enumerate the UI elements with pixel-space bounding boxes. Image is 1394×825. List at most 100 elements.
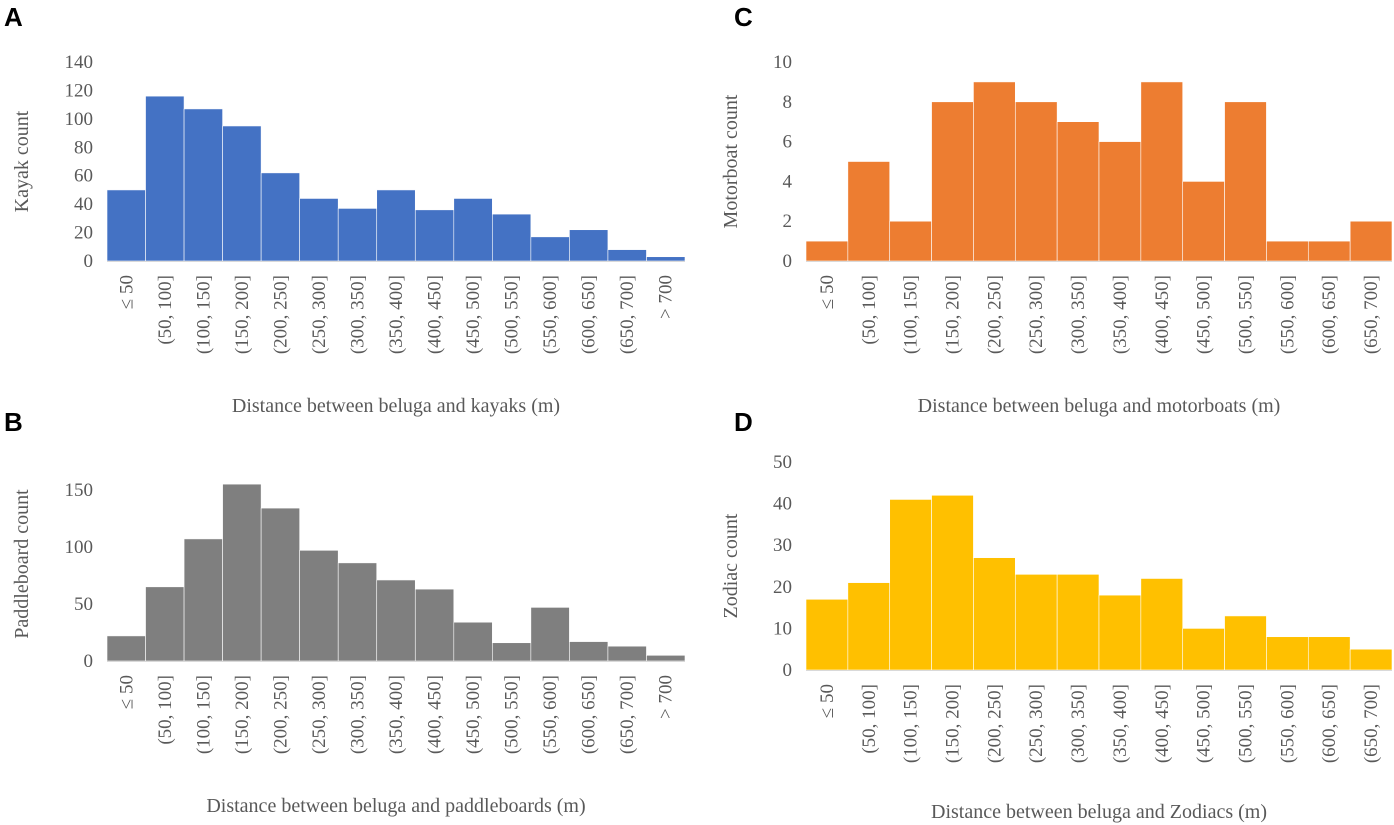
x-tick-label: (400, 450] <box>425 275 446 354</box>
bar <box>1349 648 1393 671</box>
x-tick-label: (500, 550] <box>1236 684 1257 763</box>
y-tick-label: 60 <box>74 166 93 187</box>
x-tick-label: (100, 150] <box>193 275 214 354</box>
x-tick-label: (200, 250] <box>270 275 291 354</box>
x-tick-label: (350, 400] <box>386 275 407 354</box>
y-tick-label: 150 <box>65 480 94 501</box>
y-axis-label: Zodiac count <box>720 513 742 618</box>
bar <box>646 654 686 662</box>
x-tick-label: (350, 400] <box>1110 684 1131 763</box>
x-tick-label: (550, 600] <box>1277 275 1298 354</box>
x-tick-label: (200, 250] <box>270 675 291 754</box>
bar <box>337 208 378 262</box>
panel-label-d: D <box>734 407 753 437</box>
bar <box>1307 636 1351 671</box>
bar <box>414 209 455 262</box>
x-axis-label: Distance between beluga and motorboats (… <box>918 395 1281 417</box>
x-tick-label: (150, 200] <box>943 684 964 763</box>
bar <box>299 198 339 262</box>
y-tick-label: 0 <box>783 660 793 681</box>
x-tick-label: (200, 250] <box>984 684 1005 763</box>
x-tick-label: (300, 350] <box>347 675 368 754</box>
y-tick-label: 100 <box>65 537 94 558</box>
bar <box>1182 181 1225 262</box>
y-tick-label: 10 <box>773 618 792 639</box>
bar <box>299 550 339 662</box>
bar <box>569 229 609 262</box>
x-tick-label: (600, 650] <box>1319 684 1340 763</box>
y-tick-label: 20 <box>74 223 93 244</box>
x-tick-label: (650, 700] <box>617 275 638 354</box>
chart-a: 0 20 40 60 80 100 120 140 ≤ 50 (50, 100] (100, 150… <box>11 52 686 417</box>
bar <box>1014 574 1058 671</box>
bar <box>414 588 455 662</box>
bar <box>569 641 609 662</box>
x-tick-label: (300, 350] <box>1068 275 1089 354</box>
x-tick-label: ≤ 50 <box>817 275 838 309</box>
bar <box>106 635 146 662</box>
bar <box>607 645 647 662</box>
bar <box>1014 101 1058 262</box>
y-tick-label: 50 <box>74 594 93 615</box>
y-tick-label: 8 <box>783 92 793 113</box>
bar <box>453 198 493 262</box>
x-tick-label: (350, 400] <box>386 675 407 754</box>
bar <box>805 598 849 671</box>
y-tick-label: 50 <box>773 452 792 473</box>
bar <box>222 125 262 262</box>
x-axis-label: Distance between beluga and paddleboards… <box>206 795 585 817</box>
bar <box>376 579 416 662</box>
y-tick-label: 80 <box>74 137 93 158</box>
x-tick-label: (300, 350] <box>1068 684 1089 763</box>
y-tick-label: 40 <box>74 194 93 215</box>
x-tick-label: (450, 500] <box>1194 275 1215 354</box>
chart-b: 0 50 100 150 ≤ 50 (50, 100] (100, 150] (150, 20… <box>11 480 686 817</box>
y-tick-label: 0 <box>783 251 793 272</box>
bar <box>492 642 532 662</box>
y-axis-label: Paddleboard count <box>11 489 33 639</box>
x-tick-label: (500, 550] <box>502 275 523 354</box>
x-tick-label: (650, 700] <box>1361 684 1382 763</box>
panel-label-b: B <box>4 407 23 437</box>
y-axis-label: Kayak count <box>11 110 33 212</box>
x-axis-label: Distance between beluga and Zodiacs (m) <box>931 801 1267 823</box>
bar <box>973 557 1016 671</box>
x-tick-label: ≤ 50 <box>116 275 137 309</box>
x-tick-label: (500, 550] <box>1236 275 1257 354</box>
bar <box>805 240 849 262</box>
x-tick-label: (550, 600] <box>540 275 561 354</box>
x-tick-label: (650, 700] <box>617 675 638 754</box>
x-tick-label: (350, 400] <box>1110 275 1131 354</box>
y-tick-label: 100 <box>65 109 94 130</box>
bar <box>1224 101 1267 262</box>
y-tick-label: 20 <box>773 577 792 598</box>
y-tick-label: 10 <box>773 52 792 73</box>
x-tick-label: (50, 100] <box>155 675 176 745</box>
x-tick-label: (600, 650] <box>1319 275 1340 354</box>
x-tick-label: (150, 200] <box>943 275 964 354</box>
bar <box>847 582 891 671</box>
bar <box>931 494 974 671</box>
bar <box>1098 594 1142 671</box>
x-tick-label: > 700 <box>656 275 677 319</box>
x-tick-label: (400, 450] <box>1152 684 1173 763</box>
x-tick-label: (250, 300] <box>1026 275 1047 354</box>
bar <box>607 249 647 262</box>
x-tick-label: ≤ 50 <box>817 684 838 718</box>
x-tick-label: (50, 100] <box>859 684 880 754</box>
bar <box>1056 121 1100 262</box>
bar <box>183 108 223 262</box>
x-tick-label: ≤ 50 <box>116 675 137 709</box>
x-tick-label: (450, 500] <box>463 675 484 754</box>
x-tick-label: (50, 100] <box>155 275 176 345</box>
x-tick-label: (550, 600] <box>540 675 561 754</box>
x-tick-label: (650, 700] <box>1361 275 1382 354</box>
bar <box>453 621 493 662</box>
x-tick-label: (300, 350] <box>347 275 368 354</box>
chart-c: 0 2 4 6 8 10 ≤ 50 (50, 100] (100, 150] (150, 200]… <box>720 52 1393 417</box>
bar <box>1098 141 1142 262</box>
bar <box>646 256 686 262</box>
bar <box>260 172 300 262</box>
x-tick-label: (400, 450] <box>425 675 446 754</box>
